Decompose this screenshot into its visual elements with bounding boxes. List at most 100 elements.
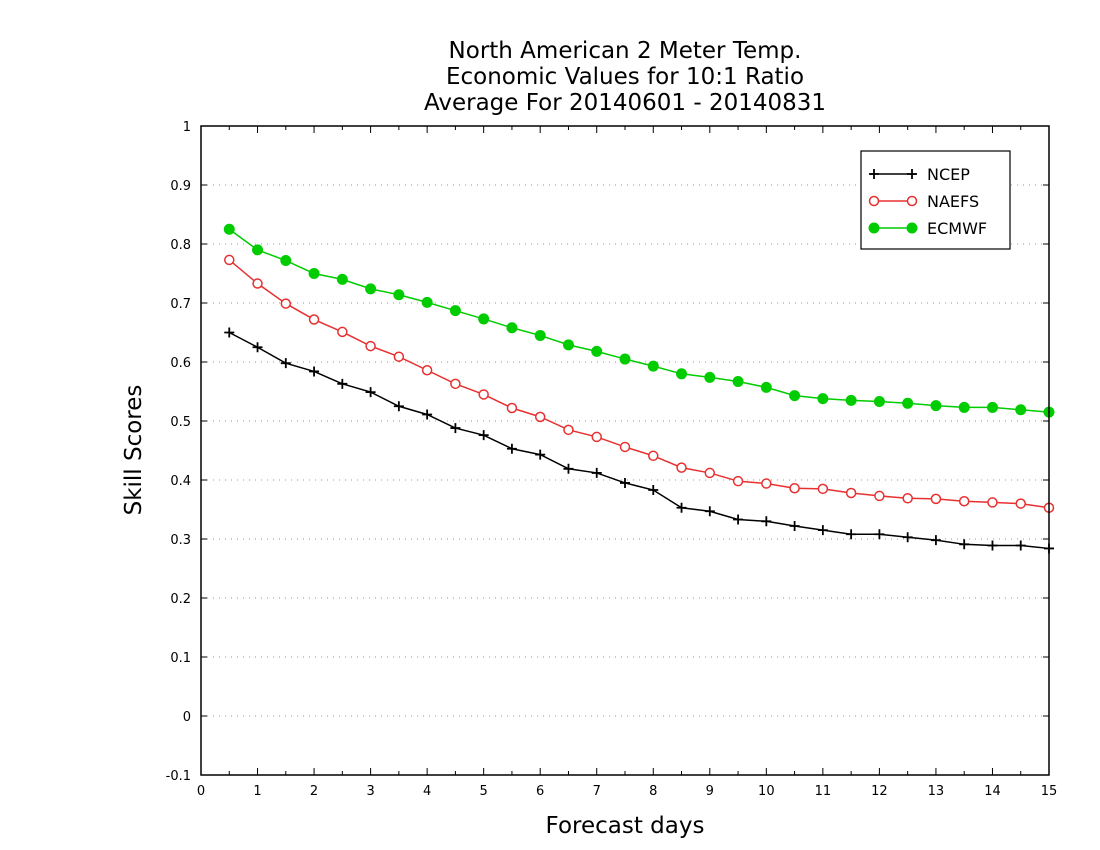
axis-ticks: -0.100.10.20.30.40.50.60.70.80.910 1 2 3 4 5 6…: [166, 120, 1058, 799]
y-tick-label: 0.9: [170, 179, 191, 194]
data-point-marker: [450, 378, 461, 390]
y-tick-label: 0.2: [170, 592, 191, 607]
data-point-marker: [676, 502, 687, 513]
data-point-marker: [280, 255, 292, 267]
data-point-marker: [987, 497, 998, 508]
chart-title-line-3: Average For 20140601 - 20140831: [424, 90, 826, 116]
data-point-marker: [478, 389, 489, 400]
legend-label: ECMWF: [927, 219, 987, 238]
plot-frame: [200, 125, 1050, 776]
data-point-marker: [873, 396, 885, 408]
data-point-marker: [534, 411, 546, 423]
data-point-marker: [337, 378, 348, 389]
data-point-marker: [732, 475, 744, 487]
y-tick-label: -0.1: [166, 769, 191, 784]
data-point-marker: [958, 495, 970, 507]
data-point-marker: [846, 529, 857, 540]
data-point-marker: [817, 393, 829, 405]
data-point-marker: [817, 483, 829, 495]
data-point-marker: [868, 195, 880, 207]
data-point-marker: [365, 340, 376, 352]
data-point-marker: [619, 441, 631, 453]
data-point-marker: [421, 365, 433, 376]
data-point-marker: [478, 313, 490, 325]
data-point-marker: [845, 487, 857, 499]
data-point-marker: [906, 195, 918, 207]
data-point-marker: [869, 169, 879, 179]
data-point-marker: [563, 463, 574, 474]
data-point-marker: [761, 478, 772, 489]
data-point-marker: [365, 387, 376, 398]
data-point-marker: [252, 278, 263, 289]
y-tick-label: 0.8: [170, 238, 191, 253]
y-tick-label: 0: [183, 710, 191, 725]
data-point-marker: [309, 366, 320, 377]
data-point-marker: [874, 490, 885, 502]
x-tick-label: 2: [310, 784, 318, 799]
data-point-marker: [902, 397, 914, 409]
data-point-marker: [421, 296, 433, 308]
data-point-marker: [562, 339, 574, 351]
data-point-marker: [704, 467, 716, 479]
data-point-marker: [789, 390, 801, 402]
data-point-marker: [534, 329, 546, 341]
data-point-marker: [930, 400, 942, 412]
data-point-marker: [959, 539, 970, 550]
data-point-marker: [393, 401, 404, 412]
data-point-marker: [648, 485, 659, 496]
data-point-marker: [619, 353, 631, 365]
data-point-marker: [733, 514, 744, 525]
data-point-marker: [874, 529, 885, 540]
data-point-marker: [906, 222, 918, 234]
data-point-marker: [506, 322, 518, 334]
legend-box: [860, 150, 1011, 250]
data-point-marker: [393, 351, 405, 362]
x-tick-label: 1: [253, 784, 261, 799]
data-point-marker: [987, 540, 998, 551]
x-tick-label: 14: [984, 784, 1001, 799]
y-tick-label: 1: [183, 120, 191, 135]
data-point-marker: [676, 368, 688, 380]
data-point-marker: [393, 289, 405, 301]
data-point-marker: [902, 532, 913, 543]
legend-item-ncep: NCEP: [869, 165, 970, 184]
data-point-marker: [986, 401, 998, 413]
data-point-marker: [591, 467, 602, 478]
data-point-marker: [535, 449, 546, 460]
legend: NCEP NAEFS ECMWF: [860, 150, 1011, 250]
data-point-marker: [223, 223, 235, 235]
data-point-marker: [907, 169, 917, 179]
data-point-marker: [676, 462, 687, 473]
series-ecmwf: [223, 223, 1055, 418]
data-point-marker: [868, 222, 880, 234]
data-point-marker: [958, 401, 970, 413]
data-point-marker: [647, 360, 659, 372]
x-tick-label: 15: [1041, 784, 1058, 799]
legend-item-ecmwf: ECMWF: [868, 219, 987, 238]
data-point-marker: [817, 525, 828, 536]
x-tick-label: 6: [536, 784, 544, 799]
legend-label: NCEP: [927, 165, 970, 184]
legend-item-naefs: NAEFS: [868, 192, 979, 211]
data-point-marker: [620, 477, 630, 488]
series-ncep: [224, 327, 1054, 554]
y-axis-label: Skill Scores: [121, 385, 147, 516]
data-point-marker: [336, 273, 348, 285]
data-point-marker: [252, 244, 264, 256]
data-point-marker: [563, 424, 574, 436]
data-point-marker: [506, 402, 518, 414]
y-tick-label: 0.7: [170, 297, 191, 312]
x-tick-label: 4: [423, 784, 431, 799]
data-point-marker: [478, 430, 489, 441]
data-point-marker: [422, 409, 433, 420]
data-point-marker: [930, 535, 941, 546]
data-point-marker: [280, 298, 292, 309]
data-point-marker: [365, 283, 377, 295]
x-tick-label: 3: [366, 784, 374, 799]
legend-label: NAEFS: [927, 192, 979, 211]
data-point-marker: [761, 516, 772, 527]
data-point-marker: [252, 342, 263, 353]
data-point-marker: [1015, 540, 1026, 551]
